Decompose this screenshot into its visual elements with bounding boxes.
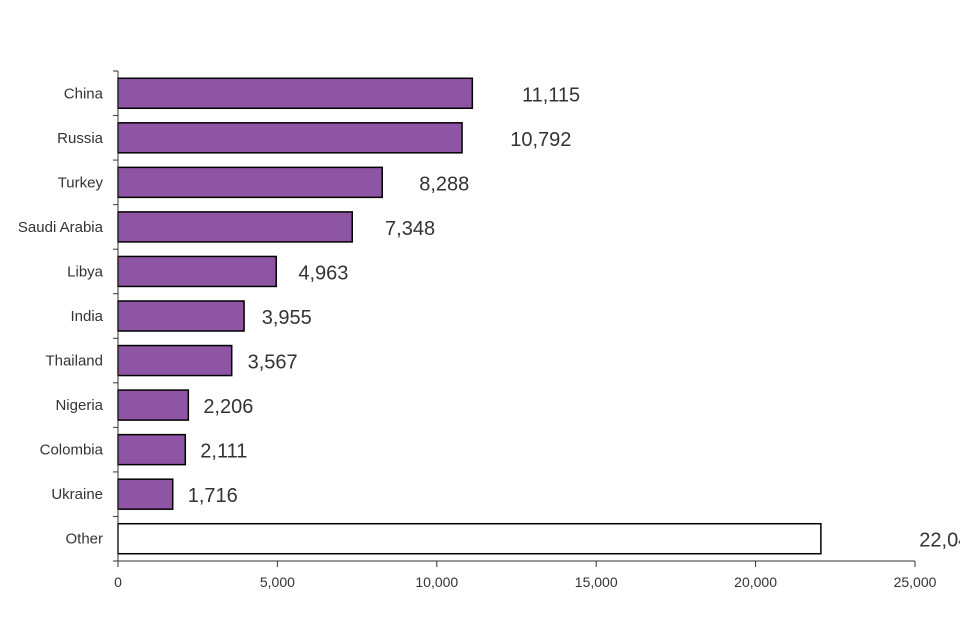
- bar-india: [117, 300, 245, 332]
- x-axis: 0 5,000 10,000 15,000 20,000 25,000: [114, 560, 937, 590]
- bar-ukraine: [117, 478, 174, 510]
- value-label-other: 22,048: [919, 530, 960, 552]
- category-label-china: China: [64, 85, 104, 102]
- x-tick-label: 5,000: [260, 574, 295, 590]
- bar-thailand: [117, 344, 233, 377]
- x-tick-label: 20,000: [734, 574, 777, 590]
- x-tick-label: 10,000: [415, 574, 458, 590]
- x-tick-label: 15,000: [575, 574, 618, 590]
- value-labels: 11,115 10,792 8,288 7,348 4,963 3,955 3,567 2,2…: [188, 84, 960, 551]
- value-label-colombia: 2,111: [200, 441, 247, 463]
- x-tick-label: 0: [114, 574, 122, 590]
- value-label-turkey: 8,288: [419, 173, 469, 195]
- category-label-nigeria: Nigeria: [55, 397, 103, 414]
- category-label-saudi-arabia: Saudi Arabia: [18, 219, 104, 236]
- value-label-thailand: 3,567: [248, 352, 298, 374]
- value-label-china: 11,115: [522, 84, 580, 106]
- category-label-india: India: [70, 308, 103, 325]
- bar-other: [117, 522, 822, 555]
- bar-colombia: [117, 433, 187, 466]
- category-label-russia: Russia: [57, 130, 104, 147]
- bar-china: [117, 77, 474, 110]
- category-label-ukraine: Ukraine: [51, 486, 103, 503]
- value-label-india: 3,955: [262, 307, 312, 329]
- value-label-libya: 4,963: [298, 262, 348, 284]
- category-label-other: Other: [65, 531, 103, 548]
- bar-nigeria: [117, 389, 190, 421]
- bar-turkey: [117, 166, 383, 199]
- y-axis: [113, 70, 119, 562]
- category-label-libya: Libya: [67, 263, 104, 280]
- value-label-nigeria: 2,206: [203, 396, 253, 418]
- category-labels: China Russia Turkey Saudi Arabia Libya India T…: [18, 85, 104, 547]
- bar-libya: [117, 255, 277, 288]
- x-tick-label: 25,000: [894, 574, 937, 590]
- bars-group: [117, 77, 822, 555]
- value-label-ukraine: 1,716: [188, 485, 238, 507]
- category-label-colombia: Colombia: [40, 442, 104, 459]
- value-label-russia: 10,792: [510, 129, 571, 151]
- category-label-turkey: Turkey: [58, 174, 104, 191]
- bar-saudi-arabia: [117, 211, 354, 243]
- category-label-thailand: Thailand: [45, 353, 103, 370]
- bar-russia: [117, 122, 463, 154]
- value-label-saudi-arabia: 7,348: [385, 218, 435, 240]
